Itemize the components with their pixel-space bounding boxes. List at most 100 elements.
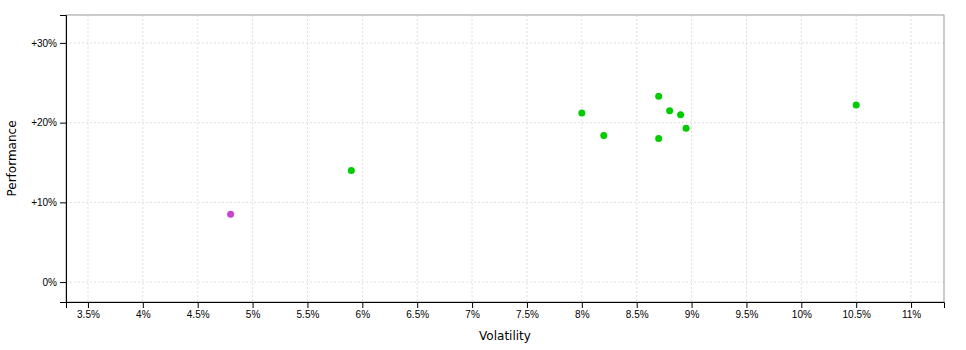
x-tick-label: 8% (575, 309, 590, 320)
x-tick: 4% (136, 302, 151, 320)
y-tick: +30% (31, 38, 66, 49)
grid-line-x (636, 15, 637, 302)
x-tick: 8% (575, 302, 590, 320)
x-tick: 6% (356, 302, 371, 320)
x-tick-label: 10% (792, 309, 812, 320)
x-tick-label: 7% (465, 309, 480, 320)
x-tick-label: 3.5% (77, 309, 100, 320)
x-tick: 10.5% (843, 302, 871, 320)
y-tick-mark (60, 43, 66, 44)
x-tick: 7% (465, 302, 480, 320)
x-tick-mark (143, 302, 144, 308)
chart: 3.5% 4% 4.5% 5% 5.5% 6% 6.5% 7% 7.5% 8% 8.5% 9% 9.5%… (0, 0, 966, 350)
x-tick-label: 11% (902, 309, 921, 320)
series (348, 93, 860, 174)
grid-line-x (856, 15, 857, 302)
x-tick: 5% (246, 302, 261, 320)
x-axis: 3.5% 4% 4.5% 5% 5.5% 6% 6.5% 7% 7.5% 8% 8.5% 9% 9.5%… (67, 302, 945, 320)
x-tick-mark (856, 302, 857, 308)
x-tick-mark (307, 302, 308, 308)
y-tick-label: +10% (31, 197, 57, 208)
x-tick-mark (746, 302, 747, 308)
x-tick-label: 5% (246, 309, 261, 320)
y-axis-title: Performance (5, 120, 19, 196)
marks (227, 93, 860, 218)
grid-line-x (801, 15, 802, 302)
grid-line-x (417, 15, 418, 302)
plot-frame (66, 15, 944, 302)
x-tick-mark (88, 302, 89, 308)
x-tick: 8.5% (626, 302, 649, 320)
y-axis-line (60, 16, 67, 303)
grid-line-x (472, 15, 473, 302)
x-tick: 6.5% (406, 302, 429, 320)
x-tick-label: 6% (356, 309, 371, 320)
point (655, 93, 662, 100)
y-tick-label: +30% (31, 38, 57, 49)
x-tick-label: 9% (685, 309, 700, 320)
x-tick: 11% (902, 302, 921, 320)
point (655, 135, 662, 142)
x-tick-label: 4% (136, 309, 151, 320)
series (227, 211, 234, 218)
y-axis: 0% +10% +20% +30% (31, 16, 66, 303)
x-tick-label: 7.5% (516, 309, 539, 320)
x-tick-label: 10.5% (843, 309, 871, 320)
point (578, 110, 585, 117)
grid-line-x (87, 15, 88, 302)
y-tick: +20% (31, 117, 66, 128)
y-tick-label: 0% (43, 277, 58, 288)
x-tick-label: 4.5% (187, 309, 210, 320)
plot: 3.5% 4% 4.5% 5% 5.5% 6% 6.5% 7% 7.5% 8% 8.5% 9% 9.5%… (31, 15, 944, 320)
x-tick: 10% (792, 302, 812, 320)
point (683, 125, 690, 132)
x-tick-mark (362, 302, 363, 308)
y-tick-mark (60, 282, 66, 283)
point (600, 132, 607, 139)
grid-line-x (252, 15, 253, 302)
x-tick: 3.5% (77, 302, 100, 320)
x-tick-mark (582, 302, 583, 308)
x-axis-title: Volatility (479, 329, 531, 343)
x-tick-label: 9.5% (736, 309, 759, 320)
y-tick-mark (60, 202, 66, 203)
y-tick-label: +20% (31, 117, 57, 128)
x-tick-mark (692, 302, 693, 308)
grid-line-x (581, 15, 582, 302)
point (227, 211, 234, 218)
grid-line-x (142, 15, 143, 302)
grid-line-y (66, 122, 944, 123)
point (677, 111, 684, 118)
x-tick: 4.5% (187, 302, 210, 320)
x-tick: 9% (685, 302, 700, 320)
grid-line-x (197, 15, 198, 302)
grid-line-y (66, 202, 944, 203)
grid-line-x (911, 15, 912, 302)
grid-line-x (691, 15, 692, 302)
x-tick: 9.5% (736, 302, 759, 320)
grid-line-x (307, 15, 308, 302)
point (853, 102, 860, 109)
x-tick-label: 8.5% (626, 309, 649, 320)
x-tick-mark (637, 302, 638, 308)
grid (66, 15, 944, 302)
point (348, 167, 355, 174)
grid-line-x (362, 15, 363, 302)
y-tick: 0% (43, 277, 66, 288)
x-tick: 7.5% (516, 302, 539, 320)
x-tick-mark (801, 302, 802, 308)
grid-line-x (526, 15, 527, 302)
x-tick-mark (911, 302, 912, 308)
x-tick-mark (417, 302, 418, 308)
x-tick: 5.5% (297, 302, 320, 320)
x-tick-mark (198, 302, 199, 308)
x-tick-mark (472, 302, 473, 308)
y-tick: +10% (31, 197, 66, 208)
y-tick-mark (60, 123, 66, 124)
grid-line-x (746, 15, 747, 302)
x-tick-mark (253, 302, 254, 308)
x-axis-line (67, 303, 945, 309)
grid-line-y (66, 42, 944, 43)
grid-line-y (66, 282, 944, 283)
x-tick-label: 5.5% (297, 309, 320, 320)
